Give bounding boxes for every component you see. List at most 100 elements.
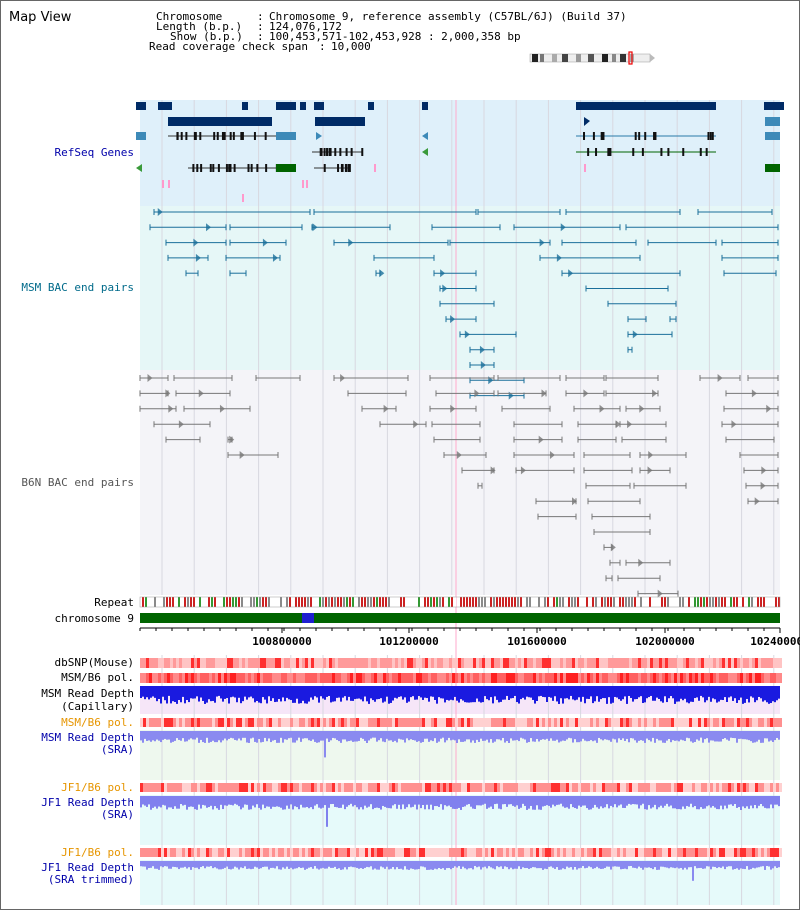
msm-depth-sra-bar: [506, 731, 508, 742]
msm-depth-sra-bar: [716, 731, 718, 742]
repeat-element: [490, 597, 492, 607]
jf1-depth-sra-bar: [488, 796, 490, 808]
dbsnp-heat-cell: [311, 658, 314, 668]
msm-b6-pol-heat-cell: [296, 673, 299, 683]
msm-depth-cap-bar: [314, 686, 316, 697]
jf1-depth-trim-bar: [616, 861, 618, 867]
msm-depth-sra-bar: [230, 731, 232, 738]
dbsnp-heat-cell: [521, 658, 524, 668]
jf1-depth-sra-bar: [772, 796, 774, 809]
b6n-bac-pair-arrow: [165, 389, 171, 398]
repeat-element: [322, 597, 324, 607]
jf1-depth-sra-bar: [750, 796, 752, 806]
jf1-depth-trim-bar: [302, 861, 304, 868]
b6n-bac-track-label[interactable]: B6N BAC end pairs: [21, 476, 134, 489]
msm-b6-pol-heat-cell: [530, 673, 533, 683]
jf1-b6-pol-trim-heat-cell: [581, 848, 584, 857]
msm-depth-sra-bar: [142, 731, 144, 743]
gene-exon: [240, 132, 243, 140]
dbsnp-heat-cell: [497, 658, 500, 668]
jf1-depth-trim-bar: [442, 861, 444, 869]
msm-depth-cap-bar: [562, 686, 564, 704]
jf1-b6-pol-heat-cell: [329, 783, 332, 792]
jf1-depth-sra-bar: [620, 796, 622, 805]
jf1-b6-pol-heat-cell: [161, 783, 164, 792]
jf1-depth-sra-bar: [208, 796, 210, 807]
msm-b6-pol-sra-heat-cell: [152, 718, 155, 727]
msm-b6-pol-heat-cell: [554, 673, 557, 683]
jf1-depth-sra-bar: [570, 796, 572, 805]
msm-depth-cap-bar: [320, 686, 322, 697]
dbsnp-heat-cell: [575, 658, 578, 668]
jf1-b6-pol-trim-heat-cell: [647, 848, 650, 857]
jf1-b6-pol-heat-cell: [419, 783, 422, 792]
repeat-element: [577, 597, 579, 607]
msm-b6-pol-sra-heat-cell: [473, 718, 476, 727]
jf1-depth-sra-bar: [712, 796, 714, 807]
jf1-depth-trim-bar: [656, 861, 658, 870]
jf1-b6-pol-trim-heat-cell: [305, 848, 308, 857]
jf1-depth-sra-bar: [700, 796, 702, 808]
msm-b6-pol-heat-cell: [545, 673, 548, 683]
msm-b6-pol-sra-heat-cell: [323, 718, 326, 727]
msm-depth-sra-bar: [308, 731, 310, 741]
gene-exon: [329, 148, 332, 156]
jf1-b6-pol-trim-heat-cell: [140, 848, 143, 857]
msm-b6-pol-sra-heat-cell: [569, 718, 572, 727]
msm-depth-cap-bar: [196, 686, 198, 697]
jf1-depth-sra-bar: [434, 796, 436, 807]
repeat-element: [613, 597, 615, 607]
msm-depth-cap-bar: [726, 686, 728, 702]
msm-depth-cap-bar: [378, 686, 380, 700]
chromosome-ideogram[interactable]: [528, 51, 658, 65]
jf1-depth-trim-bar: [308, 861, 310, 868]
msm-depth-cap-bar: [490, 686, 492, 698]
msm-b6-pol-sra-heat-cell: [692, 718, 695, 727]
msm-b6-pol-heat-cell: [251, 673, 254, 683]
msm-depth-cap-bar: [720, 686, 722, 700]
axis-tick-label: 101600000: [507, 635, 567, 648]
jf1-depth-trim-bar: [470, 861, 472, 869]
msm-b6-pol-sra-heat-cell: [713, 718, 716, 727]
b6n-bac-pair-arrow: [761, 466, 767, 475]
jf1-depth-sra-bar: [752, 796, 754, 809]
msm-b6-pol-sra-heat-cell: [167, 718, 170, 727]
jf1-depth-sra-bar: [654, 796, 656, 805]
msm-b6-pol-sra-heat-cell: [230, 718, 233, 727]
dbsnp-heat-cell: [167, 658, 170, 668]
msm-depth-sra-bar: [672, 731, 674, 741]
jf1-depth-sra-bar: [644, 796, 646, 810]
gene-exon: [592, 132, 595, 140]
msm-bac-track-label[interactable]: MSM BAC end pairs: [21, 281, 134, 294]
jf1-depth-trim-bar: [494, 861, 496, 870]
msm-depth-sra-bar: [770, 731, 772, 741]
msm-b6-pol-heat-cell: [308, 673, 311, 683]
jf1-depth-sra-bar: [206, 796, 208, 808]
msm-depth-sra-bar: [192, 731, 194, 740]
msm-b6-pol-sra-heat-cell: [779, 718, 782, 727]
jf1-depth-trim-bar: [324, 861, 326, 869]
repeat-element: [262, 597, 264, 607]
msm-b6-pol-heat-cell: [416, 673, 419, 683]
jf1-b6-pol-trim-heat-cell: [623, 848, 626, 857]
jf1-depth-sra-bar: [240, 796, 242, 810]
msm-depth-sra-bar: [720, 731, 722, 742]
repeat-element: [565, 597, 567, 607]
dbsnp-heat-cell: [533, 658, 536, 668]
jf1-depth-sra-bar: [526, 796, 528, 810]
jf1-depth-trim-bar: [320, 861, 322, 869]
msm-depth-cap-bar: [762, 686, 764, 702]
msm-b6-pol-sra-heat-cell: [155, 718, 158, 727]
msm-b6-pol-sra-heat-cell: [500, 718, 503, 727]
jf1-b6-pol-heat-cell: [539, 783, 542, 792]
jf1-depth-trim-bar: [566, 861, 568, 867]
msm-depth-sra-bar: [744, 731, 746, 740]
jf1-depth-trim-bar: [754, 861, 756, 869]
refseq-track-label[interactable]: RefSeq Genes: [54, 146, 134, 159]
jf1-b6-pol-trim-heat-cell: [326, 848, 329, 857]
msm-b6-pol-sra-heat-cell: [605, 718, 608, 727]
msm-depth-cap-bar: [612, 686, 614, 703]
dbsnp-heat-cell: [770, 658, 773, 668]
msm-depth-sra-bar: [254, 731, 256, 742]
